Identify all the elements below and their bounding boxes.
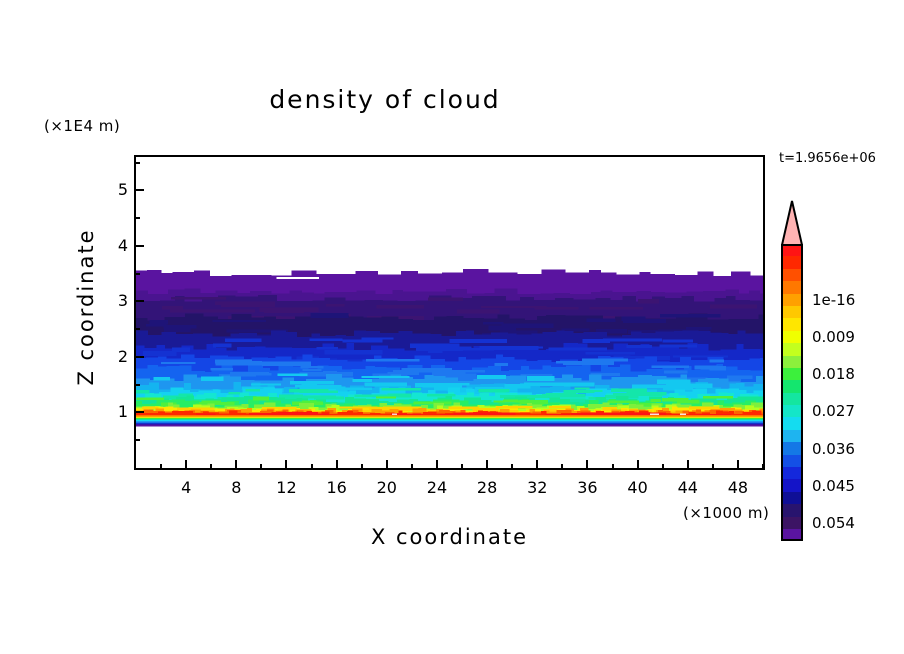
colorbar-band xyxy=(781,268,803,282)
colorbar-band xyxy=(781,491,803,505)
y-tick-minor xyxy=(136,383,140,386)
y-tick-major xyxy=(136,189,144,192)
density-field-svg xyxy=(136,157,763,468)
y-tick-label: 2 xyxy=(117,346,128,366)
y-tick-major xyxy=(136,355,144,358)
y-tick-label: 5 xyxy=(117,180,128,200)
y-tick-major xyxy=(136,411,144,414)
x-tick-label: 20 xyxy=(376,478,397,497)
y-tick-minor xyxy=(136,328,140,331)
y-tick-minor xyxy=(136,272,140,275)
colorbar-overflow-arrow xyxy=(781,200,803,246)
colorbar-band xyxy=(781,479,803,492)
x-tick-label: 32 xyxy=(527,478,548,497)
x-tick-major xyxy=(385,460,388,468)
x-tick-label: 12 xyxy=(276,478,297,497)
x-tick-minor xyxy=(310,464,313,468)
x-tick-label: 48 xyxy=(727,478,749,497)
colorbar-band xyxy=(781,467,803,480)
x-tick-major xyxy=(486,460,489,468)
x-tick-minor xyxy=(360,464,363,468)
x-tick-major xyxy=(235,460,238,468)
x-tick-minor xyxy=(461,464,464,468)
colorbar-band xyxy=(781,293,803,306)
colorbar-band xyxy=(781,454,803,468)
x-tick-label: 8 xyxy=(231,478,242,497)
x-tick-major xyxy=(285,460,288,468)
colorbar-tick-label: 0.009 xyxy=(812,328,855,346)
x-tick-major xyxy=(636,460,639,468)
x-tick-label: 40 xyxy=(627,478,648,497)
colorbar-band xyxy=(781,355,803,368)
page-title: density of cloud xyxy=(269,85,501,114)
colorbar-tick-label: 1e-16 xyxy=(812,290,856,309)
x-tick-label: 24 xyxy=(426,478,448,497)
x-tick-minor xyxy=(511,464,514,468)
x-tick-minor xyxy=(410,464,413,468)
colorbar-band xyxy=(781,244,803,257)
colorbar-band xyxy=(781,256,803,269)
colorbar-band xyxy=(781,318,803,331)
timestamp-annotation: t=1.9656e+06 xyxy=(779,151,876,166)
y-tick-major xyxy=(136,244,144,247)
x-tick-label: 36 xyxy=(577,478,598,497)
colorbar-band xyxy=(781,343,803,356)
density-field xyxy=(136,157,763,468)
colorbar-tick-label: 0.054 xyxy=(812,514,855,532)
x-tick-major xyxy=(435,460,438,468)
colorbar-band xyxy=(781,367,803,381)
y-tick-major xyxy=(136,300,144,303)
plot-area xyxy=(134,155,765,470)
colorbar-tick-label: 0.036 xyxy=(812,439,855,458)
colorbar-band xyxy=(781,516,803,529)
x-axis-unit-label: (×1000 m) xyxy=(683,504,770,522)
y-axis-title: Z coordinate xyxy=(74,228,98,386)
x-tick-minor xyxy=(210,464,213,468)
colorbar-tick-label: 0.027 xyxy=(812,402,855,421)
x-tick-label: 4 xyxy=(181,478,192,497)
x-axis-title: X coordinate xyxy=(370,525,529,549)
x-tick-minor xyxy=(661,464,664,468)
x-tick-major xyxy=(686,460,689,468)
colorbar-band xyxy=(781,330,803,344)
x-tick-minor xyxy=(160,464,163,468)
x-tick-major xyxy=(586,460,589,468)
y-tick-minor xyxy=(136,217,140,220)
x-tick-major xyxy=(335,460,338,468)
y-tick-label: 3 xyxy=(117,291,128,311)
colorbar xyxy=(781,244,803,542)
y-axis-unit-label: (×1E4 m) xyxy=(44,117,121,135)
x-tick-major xyxy=(185,460,188,468)
colorbar-tick-label: 0.018 xyxy=(812,365,855,384)
colorbar-band xyxy=(781,528,803,542)
x-tick-major xyxy=(736,460,739,468)
y-tick-minor xyxy=(136,439,140,442)
y-tick-minor xyxy=(136,161,140,164)
colorbar-band xyxy=(781,392,803,406)
colorbar-band xyxy=(781,417,803,430)
colorbar-band xyxy=(781,305,803,319)
x-tick-major xyxy=(536,460,539,468)
colorbar-band xyxy=(781,281,803,294)
colorbar-band xyxy=(781,380,803,393)
x-tick-label: 44 xyxy=(677,478,698,497)
colorbar-band xyxy=(781,405,803,418)
y-tick-label: 1 xyxy=(117,402,128,422)
x-tick-minor xyxy=(611,464,614,468)
x-tick-minor xyxy=(561,464,564,468)
x-tick-minor xyxy=(260,464,263,468)
colorbar-tick-label: 0.045 xyxy=(812,476,855,495)
x-tick-label: 16 xyxy=(326,478,347,497)
x-tick-label: 28 xyxy=(476,478,498,497)
x-tick-minor xyxy=(711,464,714,468)
colorbar-band xyxy=(781,429,803,443)
y-tick-label: 4 xyxy=(117,235,128,255)
x-tick-minor xyxy=(762,464,764,468)
colorbar-band xyxy=(781,442,803,455)
colorbar-band xyxy=(781,504,803,517)
